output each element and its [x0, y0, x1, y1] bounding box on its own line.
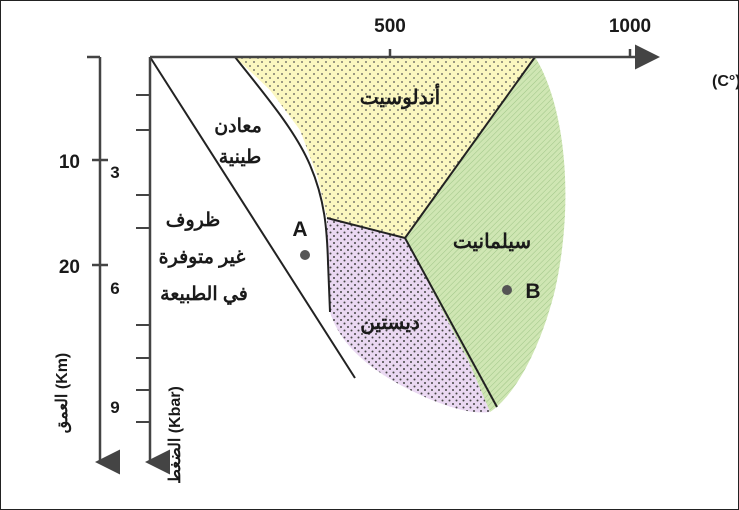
natural-limit-line	[149, 56, 356, 379]
clay-minerals-label-line2: طينية	[219, 147, 262, 168]
andalusite-label: أندلوسيت	[360, 83, 440, 110]
depth-tick-label-10: 10	[59, 152, 80, 173]
kyanite-zone	[327, 218, 490, 413]
kyanite-sillimanite-line	[404, 237, 498, 408]
point-b-marker	[502, 285, 512, 295]
andalusite-zone	[235, 57, 535, 238]
andalusite-kyanite-line	[326, 217, 406, 239]
clay-boundary-line	[234, 56, 331, 313]
sillimanite-label: سيلمانيت	[453, 231, 531, 253]
clay-minerals-label-line1: معادن	[214, 116, 262, 137]
pressure-axis-label: الضغط (Kbar)	[167, 386, 184, 484]
unavailable-label-line1: ظروف	[166, 210, 220, 231]
depth-axis: 10 20 العمق (Km)	[54, 55, 120, 475]
point-a-marker	[300, 250, 310, 260]
kyanite-dots	[327, 218, 490, 413]
pressure-tick-label-6: 6	[110, 279, 119, 298]
kyanite-label: ديستين	[360, 312, 420, 335]
depth-tick-label-20: 20	[59, 257, 80, 278]
temperature-axis: 500 1000 الحرارة (°C)	[150, 16, 739, 91]
andalusite-sillimanite-line	[404, 56, 536, 239]
andalusite-dots	[235, 57, 535, 238]
pressure-tick-label-3: 3	[110, 163, 119, 182]
point-b-label: B	[525, 280, 540, 303]
unavailable-label-line3: في الطبيعة	[160, 284, 248, 306]
pressure-axis: 3 6 9 الضغط (Kbar)	[110, 57, 184, 484]
pressure-tick-label-9: 9	[110, 398, 119, 417]
depth-axis-label: العمق (Km)	[54, 353, 72, 434]
zone-boundaries	[149, 56, 536, 408]
temperature-tick-label-1000: 1000	[609, 16, 651, 37]
point-a-label: A	[292, 218, 307, 241]
sillimanite-hatch	[405, 57, 566, 412]
sillimanite-zone	[405, 57, 566, 412]
temperature-tick-label-500: 500	[374, 16, 406, 37]
temperature-axis-label: الحرارة (°C)	[712, 73, 739, 91]
point-a: A	[292, 218, 310, 260]
point-b: B	[502, 280, 541, 303]
unavailable-label-line2: غير متوفرة	[159, 247, 246, 268]
